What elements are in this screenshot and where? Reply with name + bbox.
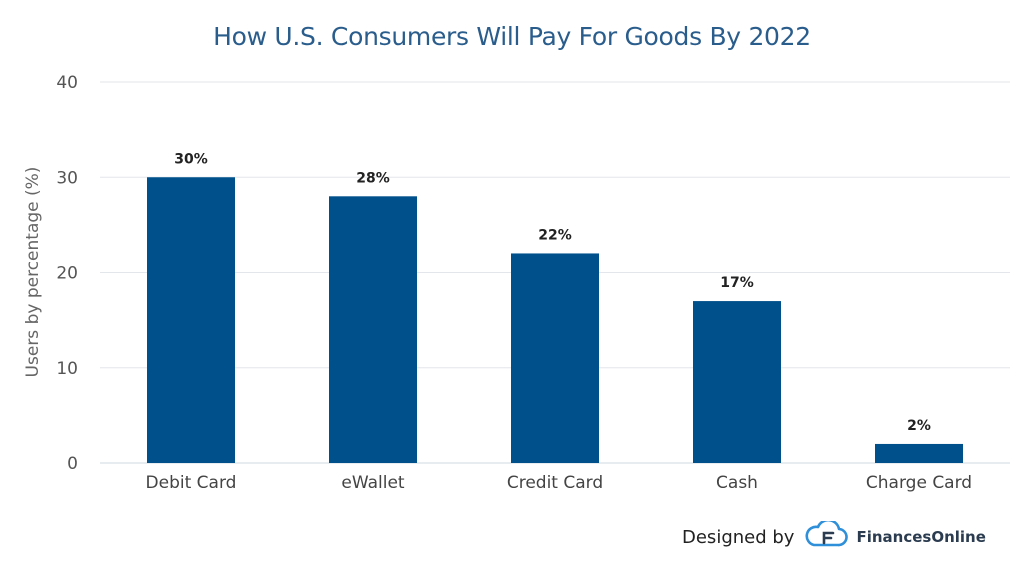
y-axis-title: Users by percentage (%)	[23, 167, 43, 378]
data-label: 22%	[538, 227, 572, 243]
y-tick-label: 20	[56, 264, 78, 284]
bar	[875, 443, 963, 463]
y-axis-ticks: 0 10 20 30 40	[56, 73, 78, 474]
category-labels: Debit Card eWallet Credit Card Cash Charge C…	[146, 473, 973, 493]
category-label: Credit Card	[507, 473, 603, 493]
bar	[329, 196, 417, 464]
category-label: eWallet	[341, 473, 405, 493]
data-label: 28%	[356, 170, 390, 186]
bar	[511, 253, 599, 463]
data-labels: 30% 28% 22% 17% 2%	[174, 151, 931, 434]
y-tick-label: 0	[67, 454, 78, 474]
bar	[693, 301, 781, 463]
category-label: Charge Card	[866, 473, 972, 493]
brand-name: FinancesOnline	[856, 528, 986, 546]
y-tick-label: 10	[56, 359, 78, 379]
data-label: 2%	[907, 418, 931, 434]
y-tick-label: 30	[56, 168, 78, 188]
y-tick-label: 40	[56, 73, 78, 93]
designed-by-text: Designed by	[682, 526, 795, 548]
chart-title: How U.S. Consumers Will Pay For Goods By…	[213, 22, 811, 51]
category-label: Debit Card	[146, 473, 237, 493]
bars	[147, 177, 963, 464]
data-label: 17%	[720, 275, 754, 291]
cloud-f-logo-icon	[804, 518, 850, 553]
data-label: 30%	[174, 151, 208, 167]
category-label: Cash	[716, 473, 758, 493]
bar	[147, 177, 235, 463]
credit-footer: Designed by FinancesOnline	[682, 518, 986, 553]
